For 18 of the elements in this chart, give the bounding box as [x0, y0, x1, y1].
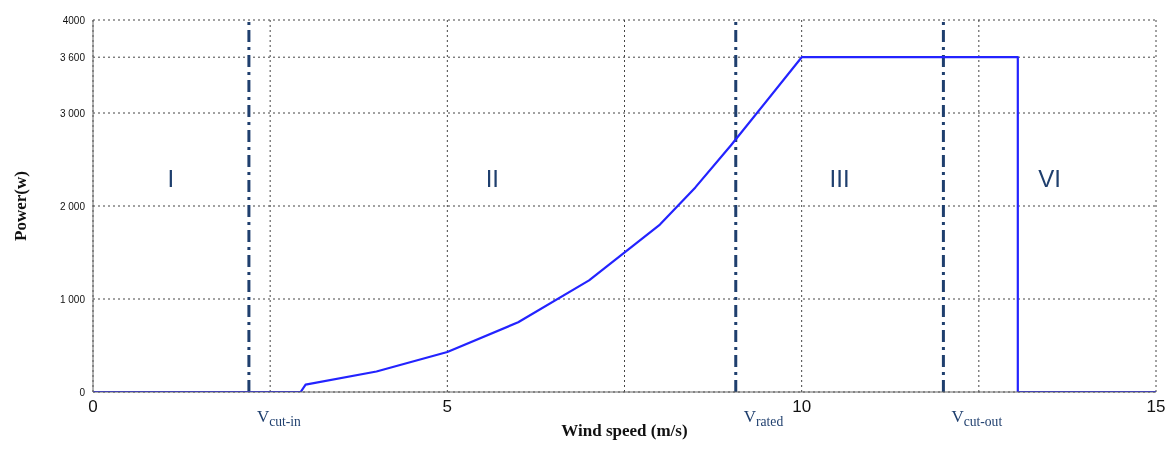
annotation: I — [167, 164, 175, 192]
ref-line-label: V$_{rated}$ — [743, 407, 784, 429]
ref-line-label: V$_{cut-in}$ — [256, 407, 302, 429]
y-tick-label: 4000 — [62, 14, 86, 26]
y-tick-label: 1 000 — [59, 293, 86, 305]
x-tick-label: 15 — [1146, 397, 1166, 417]
x-axis-title: Wind speed (m/s) — [561, 421, 688, 440]
y-tick-label: 3 600 — [59, 51, 86, 63]
annotation: VI — [1038, 164, 1062, 192]
annotation: II — [485, 164, 500, 192]
annotation: III — [829, 164, 850, 192]
y-axis-title: Power(w) — [11, 171, 31, 241]
y-tick-label: 3 000 — [59, 107, 86, 119]
ref-line-label: V$_{cut-out}$ — [951, 407, 1003, 429]
x-tick-label: 10 — [792, 397, 812, 417]
y-tick-label: 2 000 — [59, 200, 86, 212]
y-tick-label: 0 — [79, 386, 86, 398]
x-tick-label: 5 — [442, 397, 453, 417]
